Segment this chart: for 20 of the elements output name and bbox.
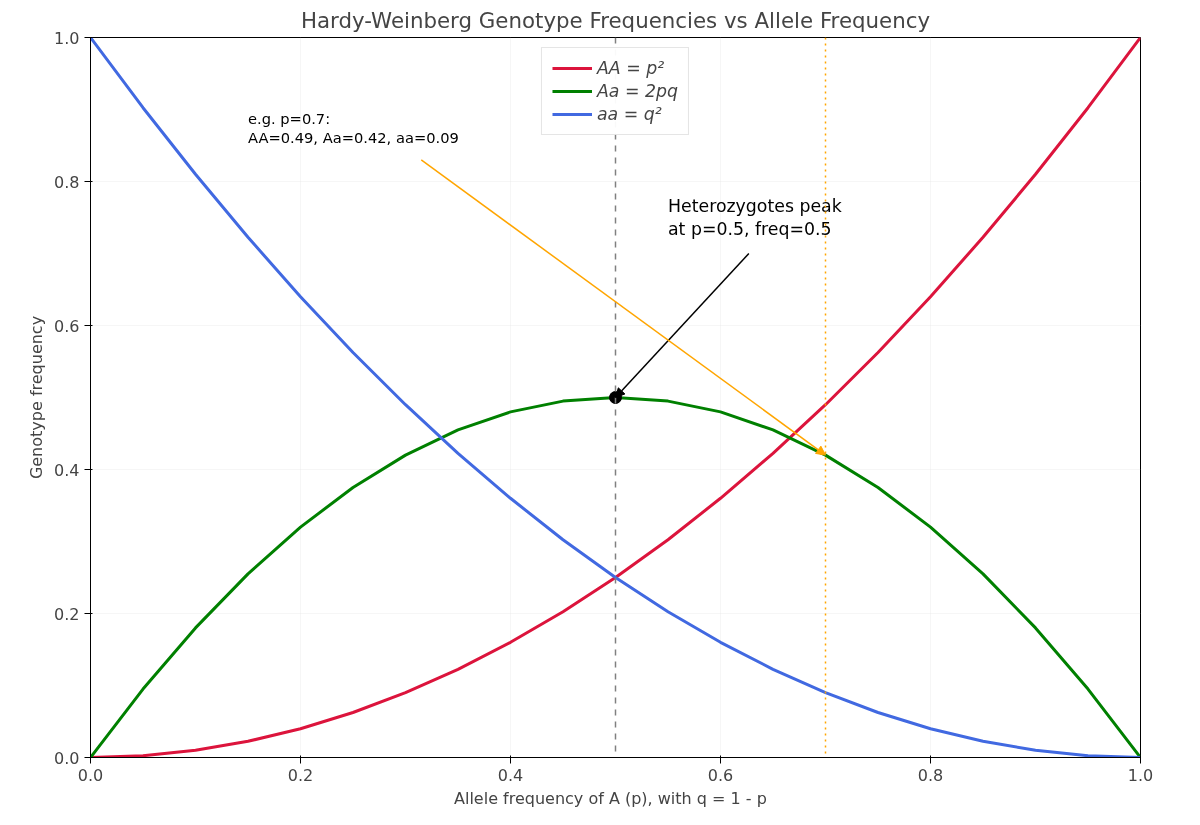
y-tick-label: 0.4 [54, 460, 80, 480]
legend-label: Aa = 2pq [596, 81, 679, 101]
legend-label: AA = p² [596, 58, 665, 78]
annotation: Heterozygotes peak at p=0.5, freq=0.5 [668, 195, 842, 239]
x-axis-title: Allele frequency of A (p), with q = 1 - p [454, 788, 767, 808]
y-tick-label: 0.6 [54, 316, 80, 336]
x-tick-label: 1.0 [1127, 765, 1154, 785]
chart-title: Hardy-Weinberg Genotype Frequencies vs Allele Frequency [300, 7, 931, 33]
y-tick-label: 1.0 [54, 28, 80, 48]
x-tick-label: 0.8 [917, 765, 944, 785]
legend-label: aa = q² [596, 104, 662, 124]
x-tick-label: 0.6 [707, 765, 734, 785]
x-tick-label: 0.4 [497, 765, 524, 785]
y-axis-title: Genotype frequency [27, 315, 47, 480]
x-tick-label: 0.0 [77, 765, 104, 785]
x-tick-label: 0.2 [287, 765, 314, 785]
y-tick-label: 0.8 [54, 172, 80, 192]
annotation: e.g. p=0.7: AA=0.49, Aa=0.42, aa=0.09 [248, 109, 459, 147]
y-tick-label: 0.2 [54, 604, 80, 624]
y-tick-label: 0.0 [54, 748, 80, 768]
